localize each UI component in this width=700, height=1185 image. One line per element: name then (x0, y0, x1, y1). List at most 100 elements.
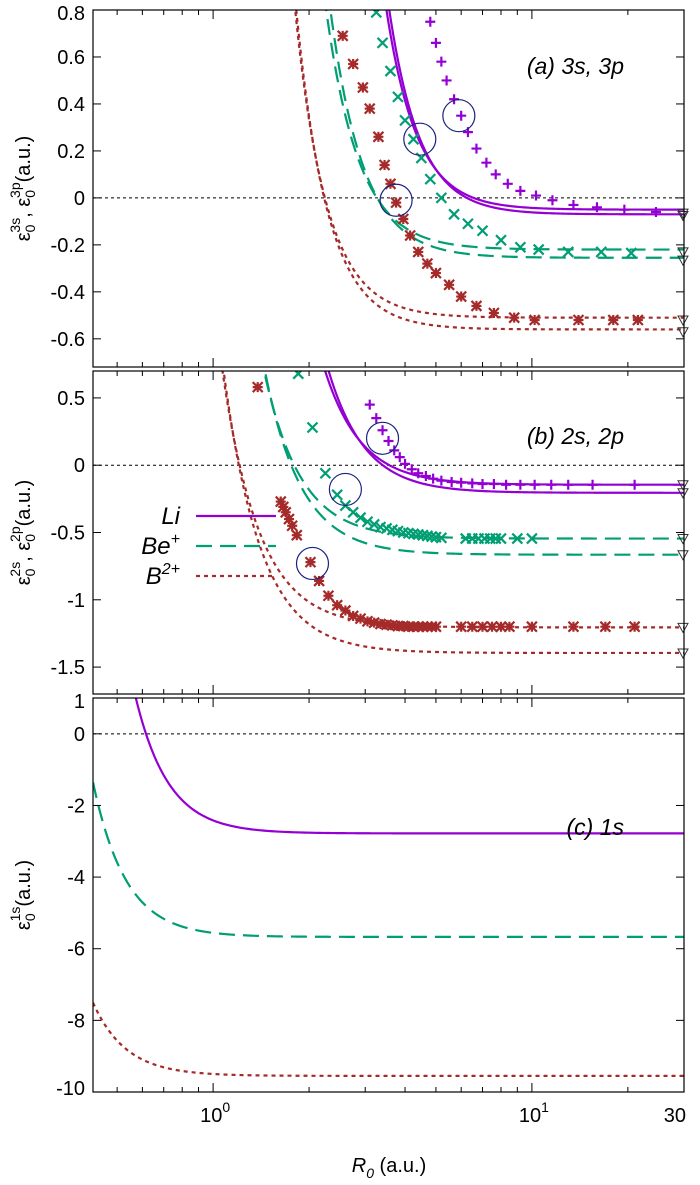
asymptote-marker (677, 247, 689, 258)
y-tick-label: 0.8 (57, 3, 85, 25)
data-point-asterisk (283, 513, 295, 525)
y-tick-label: 0.6 (57, 47, 85, 69)
data-point-plus (383, 435, 394, 446)
series-line-Be+ (263, 371, 684, 556)
data-point-x (368, 518, 380, 531)
data-point-asterisk (357, 81, 369, 94)
data-point-plus (515, 479, 526, 490)
data-point-x (495, 532, 507, 545)
data-point-asterisk (503, 620, 516, 633)
series-line-Be+ (325, 10, 684, 251)
data-point-asterisk (526, 620, 538, 633)
y-tick-label: 0.2 (57, 141, 85, 163)
data-point-asterisk (397, 620, 410, 632)
data-point-asterisk (290, 529, 303, 541)
data-point-plus (456, 110, 467, 121)
x-tick-label: 30 (664, 1105, 686, 1127)
legend-label: B2+ (146, 561, 180, 590)
series-line-Li (327, 371, 684, 494)
data-point-asterisk (279, 506, 292, 519)
data-point-asterisk (528, 314, 541, 326)
data-point-asterisk (368, 616, 380, 629)
data-point-asterisk (470, 300, 483, 312)
asymptote-marker (677, 211, 689, 222)
data-point-x (526, 532, 538, 545)
panel-b: 0.5 0 -0.5 -1 -1.5 (b) 2s, 2p ε02s, ε02p(a.u.)… (7, 370, 689, 695)
asymptote-marker (677, 255, 689, 267)
data-point-plus (456, 477, 467, 488)
y-tick-label: 1 (74, 691, 85, 713)
data-point-asterisk (430, 267, 442, 279)
data-point-plus (481, 157, 492, 168)
data-point-asterisk (628, 620, 641, 633)
data-point-x (495, 234, 507, 246)
y-tick-label: -2 (67, 795, 85, 817)
highlight-circle (379, 183, 413, 217)
data-point-asterisk (421, 257, 434, 270)
data-point-plus (501, 479, 512, 490)
data-point-plus (436, 56, 447, 67)
data-point-asterisk (392, 620, 404, 632)
data-point-plus (471, 143, 482, 154)
data-point-x (532, 243, 545, 256)
data-point-asterisk (322, 589, 335, 602)
y-tick-label: -0.5 (51, 523, 85, 545)
y-tick-label: -1 (67, 590, 85, 612)
data-point-asterisk (347, 58, 359, 70)
data-point-asterisk (286, 519, 298, 532)
series-line-Li (324, 371, 684, 486)
asymptote-marker (677, 622, 689, 634)
data-point-plus (530, 190, 541, 201)
data-point-x (407, 133, 420, 145)
data-point-asterisk (632, 314, 644, 326)
data-point-asterisk (443, 279, 455, 291)
data-point-x (347, 506, 359, 519)
asymptote-marker (677, 550, 689, 561)
data-point-x (331, 489, 343, 501)
data-point-plus (591, 202, 602, 213)
data-point-asterisk (607, 314, 620, 326)
legend-label: Be+ (141, 531, 180, 560)
highlight-circle (442, 99, 476, 133)
data-point-x (306, 421, 319, 434)
data-point-asterisk (277, 501, 290, 513)
data-point-plus (467, 478, 478, 489)
data-point-plus (477, 479, 488, 490)
data-point-asterisk (378, 159, 391, 171)
highlight-circle (365, 421, 400, 455)
x-tick-label: 101 (519, 1099, 549, 1127)
data-point-asterisk (336, 30, 349, 42)
data-point-asterisk (380, 618, 393, 631)
data-point-asterisk (430, 620, 442, 633)
data-point-plus (420, 470, 431, 481)
data-point-plus (400, 458, 411, 469)
y-tick-label: 0.4 (57, 94, 85, 116)
data-point-asterisk (572, 314, 585, 326)
data-point-x (376, 37, 389, 49)
panel-c: 1 0 -2 -4 -6 -8 -10 (c) 1s ε01s(a.u.) 100 101 30 R0 … (7, 691, 686, 1181)
asymptote-marker (677, 648, 689, 659)
data-point-asterisk (374, 618, 387, 630)
data-point-x (424, 173, 437, 185)
x-tick-label: 100 (200, 1099, 230, 1127)
series-line-Be+ (329, 10, 684, 259)
panel-label: (a) 3s, 3p (527, 53, 624, 79)
y-tick-label: -1.5 (51, 657, 85, 679)
data-point-asterisk (455, 620, 467, 633)
data-point-plus (389, 445, 400, 456)
data-point-asterisk (304, 556, 317, 568)
y-tick-label: -0.2 (51, 235, 85, 257)
data-point-x (562, 246, 574, 258)
data-point-x (511, 532, 524, 545)
highlight-circle (403, 122, 437, 156)
highlight-circle (328, 472, 362, 507)
y-tick-label: 0 (74, 188, 85, 210)
asymptote-marker (677, 534, 689, 545)
y-tick-label: -6 (67, 939, 85, 961)
series-line-B2+ (93, 1002, 684, 1077)
data-point-plus (446, 477, 457, 488)
data-point-asterisk (372, 131, 385, 143)
data-point-plus (619, 204, 630, 215)
